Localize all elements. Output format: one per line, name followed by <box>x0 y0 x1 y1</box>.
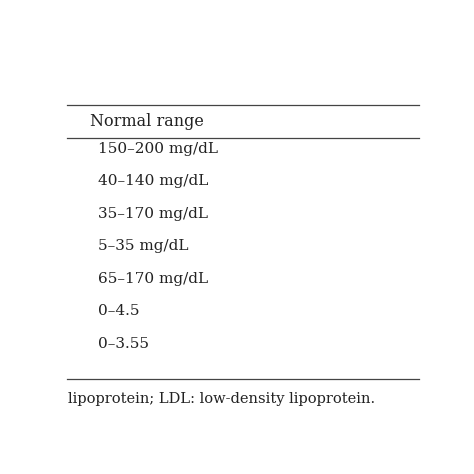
Text: 0–3.55: 0–3.55 <box>98 337 149 351</box>
Text: 35–170 mg/dL: 35–170 mg/dL <box>98 207 208 221</box>
Text: Normal range: Normal range <box>91 113 204 130</box>
Text: 5–35 mg/dL: 5–35 mg/dL <box>98 239 188 253</box>
Text: 40–140 mg/dL: 40–140 mg/dL <box>98 174 208 188</box>
Text: 65–170 mg/dL: 65–170 mg/dL <box>98 272 208 286</box>
Text: 0–4.5: 0–4.5 <box>98 304 139 318</box>
Text: lipoprotein; LDL: low-density lipoprotein.: lipoprotein; LDL: low-density lipoprotei… <box>68 392 375 406</box>
Text: 150–200 mg/dL: 150–200 mg/dL <box>98 142 218 156</box>
